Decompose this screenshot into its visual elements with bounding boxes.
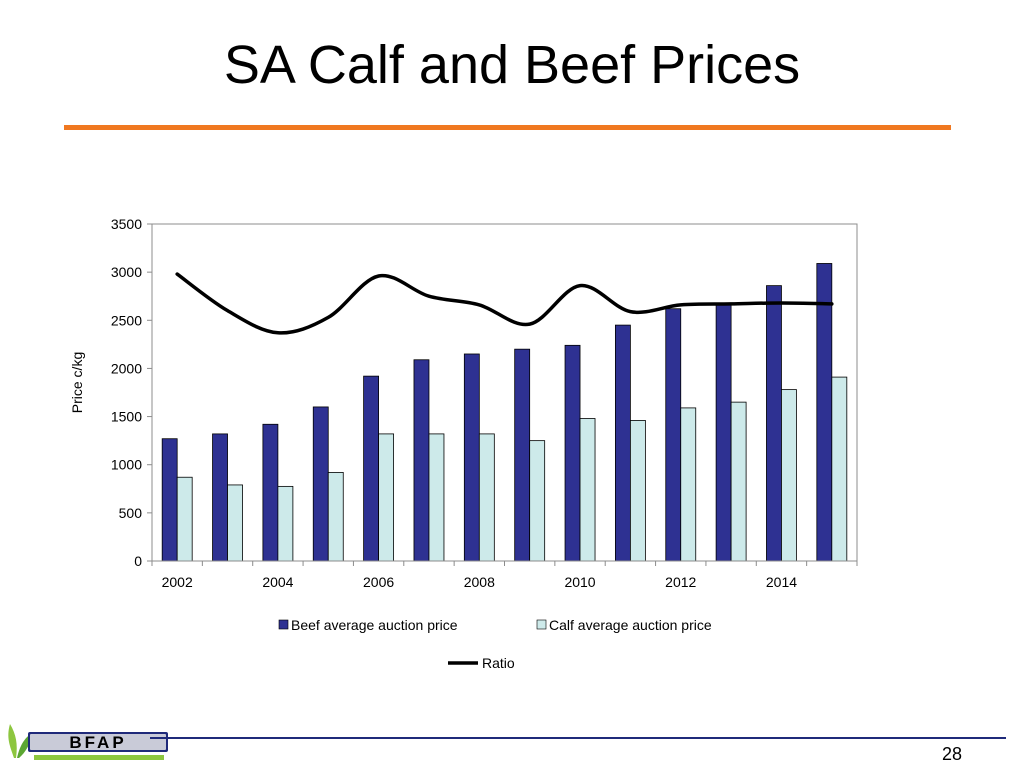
bar bbox=[478, 433, 495, 562]
bar bbox=[529, 440, 546, 562]
bar bbox=[781, 389, 797, 562]
logo-text: BFAP bbox=[69, 733, 126, 752]
bar bbox=[665, 308, 682, 562]
bar bbox=[363, 375, 380, 562]
y-tick-label: 3000 bbox=[111, 264, 142, 280]
x-tick-label: 2008 bbox=[464, 574, 495, 590]
bar bbox=[579, 418, 596, 562]
y-tick-label: 1000 bbox=[111, 457, 142, 473]
bar bbox=[715, 303, 732, 562]
bar bbox=[277, 485, 294, 562]
y-tick-label: 0 bbox=[134, 553, 142, 569]
chart-area: 0 500 1000 1500 2000 2500 3000 3500 2002 2004 2006… bbox=[69, 216, 858, 671]
bar bbox=[614, 324, 631, 562]
y-tick-label: 3500 bbox=[111, 216, 142, 232]
bfap-logo-graphic: BFAP bbox=[8, 724, 168, 760]
slide-title: SA Calf and Beef Prices bbox=[223, 35, 801, 95]
ratio-line bbox=[175, 272, 834, 335]
leaf-icon bbox=[8, 724, 17, 758]
legend-label: Calf average auction price bbox=[549, 617, 712, 633]
bar bbox=[564, 344, 581, 562]
plot-border bbox=[151, 223, 858, 562]
bar bbox=[176, 476, 193, 562]
price-chart: 0 500 1000 1500 2000 2500 3000 3500 2002 2004 2006… bbox=[69, 216, 858, 671]
bar bbox=[312, 406, 329, 562]
footer-rule bbox=[150, 737, 1006, 739]
bar bbox=[227, 484, 243, 562]
y-tick-label: 500 bbox=[119, 505, 143, 521]
bar bbox=[161, 438, 178, 562]
legend-swatch bbox=[278, 619, 289, 630]
legend-label: Ratio bbox=[482, 655, 515, 671]
legend-label: Beef average auction price bbox=[291, 617, 458, 633]
bar bbox=[413, 359, 430, 562]
bar bbox=[831, 376, 848, 562]
page-number: 28 bbox=[941, 744, 962, 764]
x-tick-label: 2010 bbox=[564, 574, 595, 590]
bar bbox=[680, 407, 697, 562]
title-underline bbox=[64, 125, 951, 130]
bar bbox=[428, 433, 445, 562]
y-tick-label: 1500 bbox=[111, 409, 142, 425]
x-tick-label: 2014 bbox=[766, 574, 797, 590]
y-tick-label: 2000 bbox=[111, 360, 142, 376]
x-tick-label: 2006 bbox=[363, 574, 394, 590]
y-tick-label: 2500 bbox=[111, 312, 142, 328]
x-tick-label: 2012 bbox=[665, 574, 696, 590]
bar bbox=[730, 401, 747, 562]
bar bbox=[463, 353, 480, 562]
bar bbox=[816, 263, 833, 562]
bar bbox=[629, 420, 646, 562]
y-axis-title: Price c/kg bbox=[69, 352, 85, 413]
bar bbox=[262, 423, 279, 562]
bar bbox=[327, 472, 344, 562]
x-tick-label: 2002 bbox=[162, 574, 193, 590]
legend-swatch bbox=[536, 619, 547, 630]
bar bbox=[378, 433, 395, 562]
bar bbox=[766, 285, 782, 562]
bfap-logo: BFAP bbox=[0, 710, 175, 768]
bar bbox=[514, 348, 531, 562]
x-tick-label: 2004 bbox=[262, 574, 293, 590]
bar bbox=[212, 433, 228, 562]
